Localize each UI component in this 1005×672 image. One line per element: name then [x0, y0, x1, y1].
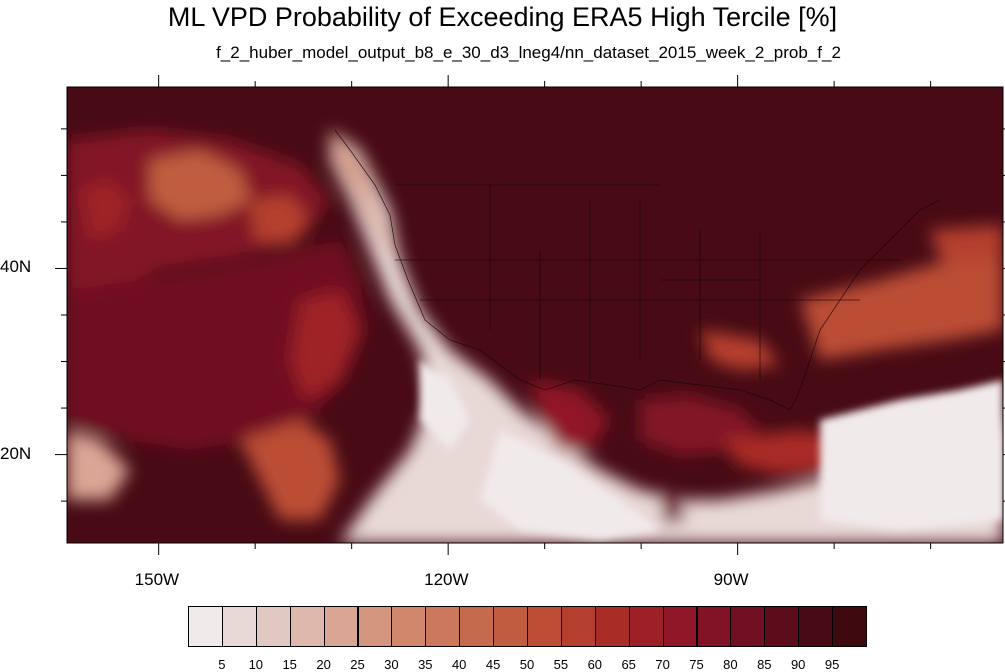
colorbar-swatch — [696, 606, 732, 647]
colorbar-swatch — [798, 606, 834, 647]
lat-label: 40N — [0, 257, 32, 277]
colorbar-swatch — [493, 606, 528, 647]
colorbar-label: 10 — [248, 657, 264, 672]
map-panel — [55, 75, 1005, 555]
colorbar-swatch — [357, 606, 393, 647]
colorbar-label: 30 — [384, 657, 399, 672]
colorbar-swatch — [188, 606, 223, 647]
colorbar-label: 5 — [218, 657, 226, 672]
colorbar-label: 20 — [316, 657, 331, 672]
colorbar-label: 15 — [282, 657, 297, 672]
colorbar-swatch — [255, 606, 291, 647]
colorbar-label: 85 — [757, 657, 772, 672]
colorbar-swatch — [323, 606, 359, 647]
colorbar-label: 45 — [485, 657, 501, 672]
probability-field — [67, 87, 1003, 543]
colorbar-swatch — [560, 606, 596, 647]
colorbar-swatch — [221, 606, 257, 647]
colorbar: 5 10 15 20 25 30 35 40 45 50 55 60 65 70 75 80 85 90 95 — [188, 606, 867, 672]
colorbar-swatch — [459, 606, 495, 647]
colorbar-label: 65 — [621, 657, 636, 672]
colorbar-label: 60 — [587, 657, 603, 672]
lon-label: 120W — [424, 570, 469, 589]
lon-label: 90W — [713, 570, 749, 589]
colorbar-label: 35 — [418, 657, 433, 672]
page-subtitle: f_2_huber_model_output_b8_e_30_d3_lneg4/… — [216, 43, 841, 62]
colorbar-label: 80 — [723, 657, 738, 672]
lon-label: 150W — [134, 570, 180, 589]
colorbar-swatch — [764, 606, 800, 647]
colorbar-label: 75 — [689, 657, 704, 672]
colorbar-swatch — [730, 606, 766, 647]
colorbar-swatch — [527, 606, 562, 647]
lat-label: 20N — [0, 443, 32, 463]
colorbar-label: 55 — [553, 657, 569, 672]
page-title: ML VPD Probability of Exceeding ERA5 Hig… — [167, 2, 838, 32]
colorbar-label: 25 — [350, 657, 365, 672]
colorbar-swatch — [289, 606, 325, 647]
colorbar-label: 50 — [519, 657, 535, 672]
colorbar-label: 90 — [790, 657, 806, 672]
colorbar-swatch — [425, 606, 461, 647]
colorbar-swatch — [391, 606, 427, 647]
colorbar-swatch — [628, 606, 664, 647]
colorbar-label: 95 — [824, 657, 840, 672]
colorbar-label: 70 — [655, 657, 670, 672]
colorbar-swatch — [832, 606, 867, 647]
colorbar-swatch — [662, 606, 698, 647]
colorbar-label: 40 — [451, 657, 467, 672]
colorbar-swatch — [594, 606, 630, 647]
